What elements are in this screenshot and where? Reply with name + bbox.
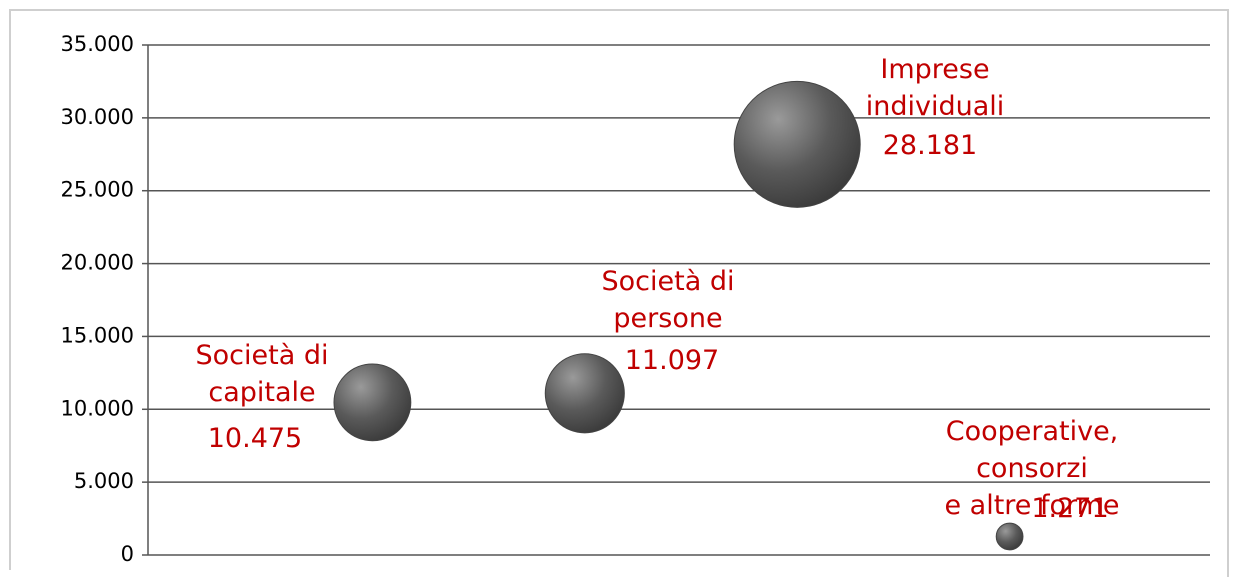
y-tick-label: 25.000: [61, 178, 134, 202]
y-tick-label: 15.000: [61, 323, 134, 347]
data-label: 1.271: [1031, 493, 1109, 524]
data-label: 28.181: [882, 130, 978, 161]
bubble: [544, 353, 625, 434]
y-tick-label: 35.000: [61, 32, 134, 56]
y-tick-label: 20.000: [61, 251, 134, 275]
bubble-name: Imprese individuali: [865, 54, 1005, 122]
bubble: [333, 363, 412, 442]
bubble-name: Società di persone: [601, 266, 735, 334]
bubble-name: Cooperative, consorzi e altre forme: [944, 416, 1120, 521]
data-label: 11.097: [624, 345, 720, 376]
y-tick-label: 0: [121, 542, 134, 566]
frame: [9, 9, 1229, 577]
bubble-name: Società di capitale: [195, 340, 329, 408]
y-tick-label: 10.000: [61, 396, 134, 420]
y-tick-label: 30.000: [61, 105, 134, 129]
y-tick-label: 5.000: [74, 469, 134, 493]
data-label: 10.475: [207, 423, 303, 454]
bubble: [733, 80, 861, 208]
bubble: [995, 522, 1024, 551]
